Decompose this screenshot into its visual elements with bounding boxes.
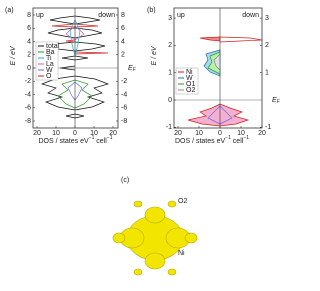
dos-curves-b: [187, 36, 263, 127]
legend-label: Ti: [46, 55, 52, 62]
atom-label-o2: O2: [178, 198, 187, 205]
panel-label: (c): [121, 177, 129, 184]
spin-up: up: [177, 12, 185, 19]
legend-label: Ni: [186, 69, 193, 76]
x-label-end-sup: −1: [243, 135, 249, 141]
y-tick-label: 4: [27, 38, 31, 45]
y-tick-label: 6: [27, 25, 31, 32]
y-tick-label: -6: [25, 105, 31, 112]
y-tick-label-right: 6: [121, 25, 125, 32]
y-tick-label-right: 8: [121, 12, 125, 19]
plot-frame: [173, 7, 263, 129]
panel-c: (c) O2 Ni: [121, 177, 187, 257]
x-tick-label: 10: [195, 130, 203, 137]
y-tick-label-right: 2: [121, 52, 125, 59]
spin-down: down: [98, 12, 115, 19]
y-tick-label: -1: [166, 124, 172, 131]
fermi-subscript: F: [277, 99, 281, 105]
panel-label: (b): [147, 7, 156, 14]
y-tick-label-right: -6: [121, 105, 127, 112]
y-tick-label: 3: [168, 15, 172, 22]
x-axis-label: DOS / states eV−1 cell−1: [175, 135, 249, 145]
spin-down: down: [242, 12, 259, 19]
y-tick-label: 0: [168, 97, 172, 104]
x-tick-label: 10: [90, 130, 98, 137]
x-label-end: cell: [94, 138, 107, 145]
x-label-sup: −1: [225, 135, 231, 141]
x-tick-label: 20: [258, 130, 266, 137]
x-axis-label: DOS / states eV−1 cell−1: [38, 135, 112, 145]
x-tick-label: 20: [33, 130, 41, 137]
panel-label: (a): [5, 7, 14, 14]
x-tick-label: 20: [109, 130, 117, 137]
x-tick-label: 10: [237, 130, 245, 137]
dos-curves-a: [40, 15, 110, 119]
x-label-end: cell: [231, 138, 244, 145]
y-tick-label-right: -8: [121, 118, 127, 125]
y-tick-label-right: -1: [265, 124, 271, 131]
y-tick-label: -4: [25, 91, 31, 98]
y-tick-label: -8: [25, 118, 31, 125]
x-label-sup: −1: [89, 135, 95, 141]
x-tick-label: 0: [218, 130, 222, 137]
y-tick-label-right: 3: [265, 15, 269, 22]
legend-label: O: [46, 73, 52, 80]
legend-label: O2: [186, 87, 195, 94]
x-tick-label: 0: [73, 130, 77, 137]
fermi-subscript: F: [133, 67, 137, 73]
y-axis-label: E / eV: [151, 45, 158, 65]
legend-label: La: [46, 61, 54, 68]
y-tick-label: -2: [25, 78, 31, 85]
x-label-main: DOS / states eV: [38, 138, 89, 145]
y-tick-label: 8: [27, 12, 31, 19]
y-tick-label-right: 2: [265, 42, 269, 49]
x-label-main: DOS / states eV: [175, 138, 226, 145]
legend-label: Ba: [46, 49, 55, 56]
y-tick-label-right: -2: [121, 78, 127, 85]
fermi-label: EF: [272, 97, 281, 105]
atom-label-ni: Ni: [178, 250, 185, 257]
y-tick-label: 2: [27, 52, 31, 59]
fermi-symbol: E: [272, 97, 277, 104]
legend-label: W: [46, 67, 53, 74]
y-tick-label-right: 4: [121, 38, 125, 45]
fermi-symbol: E: [128, 65, 133, 72]
fermi-label: EF: [128, 65, 137, 73]
legend-label: total: [46, 43, 60, 50]
y-tick-label: 1: [168, 70, 172, 77]
x-label-end-sup: −1: [107, 135, 113, 141]
y-tick-label-right: 1: [265, 70, 269, 77]
x-tick-label: 20: [174, 130, 182, 137]
y-tick-label: 2: [168, 42, 172, 49]
spin-up: up: [36, 12, 44, 19]
y-tick-label-right: -4: [121, 91, 127, 98]
y-axis-label: E / eV: [10, 45, 17, 65]
y-tick-label: 0: [27, 65, 31, 72]
legend-label: O1: [186, 81, 195, 88]
x-tick-label: 10: [52, 130, 60, 137]
isosurface: [112, 200, 198, 276]
legend-box: [175, 67, 199, 95]
legend-label: W: [186, 75, 193, 82]
